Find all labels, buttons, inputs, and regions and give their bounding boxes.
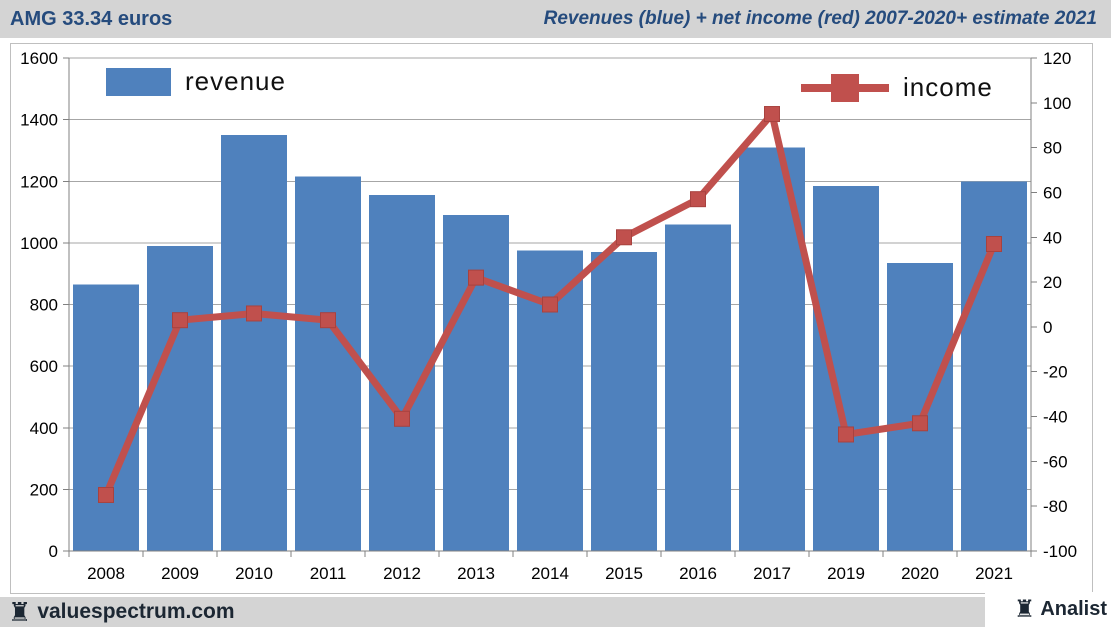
income-marker-2010 [246, 305, 262, 322]
right-axis-tick-label: 60 [1043, 183, 1062, 202]
income-marker-2016 [690, 191, 706, 208]
left-axis-tick-label: 600 [30, 357, 58, 376]
income-marker-2009 [172, 312, 188, 329]
income-marker-2017 [764, 106, 780, 123]
right-axis-tick-label: 20 [1043, 273, 1062, 292]
income-marker-2021 [986, 235, 1002, 252]
right-axis-tick-label: -40 [1043, 408, 1068, 427]
x-axis-label-2013: 2013 [457, 564, 495, 583]
revenue-bar-2016 [665, 224, 731, 551]
left-axis-tick-label: 1400 [20, 111, 58, 130]
left-axis-tick-label: 0 [49, 542, 58, 561]
income-marker-2012 [394, 410, 410, 427]
x-axis-label-2017: 2017 [753, 564, 791, 583]
income-marker-shape [831, 73, 859, 102]
rook-icon: ♜ [8, 597, 32, 627]
right-axis-tick-label: 40 [1043, 228, 1062, 247]
chart-area: 1600 1400 1200 1000 800 600 400 200 0 120 100 80 60 4… [10, 43, 1093, 594]
left-axis-tick-label: 1600 [20, 49, 58, 68]
x-axis-label-2019: 2019 [827, 564, 865, 583]
x-axis-label-2008: 2008 [87, 564, 125, 583]
x-axis-label-2010: 2010 [235, 564, 273, 583]
right-axis-tick-label: -60 [1043, 452, 1068, 471]
left-axis-tick-label: 1200 [20, 172, 58, 191]
revenue-bar-2011 [295, 176, 361, 552]
income-marker-2011 [320, 312, 336, 329]
revenue-bar-2019 [813, 185, 879, 551]
right-axis-tick-label: -20 [1043, 363, 1068, 382]
revenue-bar-2009 [147, 245, 213, 552]
rook-icon: ♜ [1013, 595, 1036, 623]
income-marker-2008 [98, 486, 114, 503]
right-axis-tick-label: -100 [1043, 542, 1077, 561]
income-line-swatch-icon [801, 73, 889, 103]
right-axis-tick-label: 100 [1043, 94, 1071, 113]
right-axis-tick-label: -80 [1043, 497, 1068, 516]
left-axis-tick-label: 800 [30, 296, 58, 315]
legend-revenue: revenue [106, 66, 286, 97]
x-axis-label-2015: 2015 [605, 564, 643, 583]
valuespectrum-brand: valuespectrum.com [37, 600, 235, 623]
right-axis-tick-label: 120 [1043, 49, 1071, 68]
revenue-bar-2010 [221, 135, 287, 551]
right-axis-tick-label: 0 [1043, 318, 1052, 337]
x-axis-label-2009: 2009 [161, 564, 199, 583]
left-axis-tick-label: 200 [30, 480, 58, 499]
analist-brand: Analist [1040, 598, 1107, 620]
right-axis-tick-label: 80 [1043, 139, 1062, 158]
revenue-bar-2013 [443, 215, 509, 552]
chart-title: Revenues (blue) + net income (red) 2007-… [543, 8, 1097, 29]
left-axis-tick-label: 1000 [20, 234, 58, 253]
footer-bar: ♜ valuespectrum.com [0, 597, 1111, 627]
revenue-bar-2008 [73, 284, 139, 551]
legend-income-label: income [903, 72, 993, 102]
analist-logo: ♜ Analist [985, 592, 1111, 627]
header-bar: AMG 33.34 euros Revenues (blue) + net in… [0, 0, 1111, 38]
x-axis-label-2020: 2020 [901, 564, 939, 583]
x-axis-label-2021: 2021 [975, 564, 1013, 583]
legend-income: income [801, 72, 993, 103]
x-axis-label-2011: 2011 [310, 564, 347, 583]
x-axis-label-2016: 2016 [679, 564, 717, 583]
income-marker-2013 [468, 269, 484, 286]
income-marker-2015 [616, 229, 632, 246]
stock-title: AMG 33.34 euros [10, 7, 173, 30]
income-marker-2019 [838, 426, 854, 443]
revenue-bar-2015 [591, 252, 657, 551]
revenue-bar-2020 [887, 262, 953, 551]
income-marker-2020 [912, 415, 928, 432]
chart-plot: 1600140012001000800600400200012010080604… [20, 49, 1077, 583]
revenue-swatch-icon [106, 67, 171, 96]
legend-revenue-label: revenue [185, 66, 286, 96]
x-axis-label-2012: 2012 [383, 564, 421, 583]
left-axis-tick-label: 400 [30, 419, 58, 438]
x-axis-label-2014: 2014 [531, 564, 569, 583]
income-marker-2014 [542, 296, 558, 313]
